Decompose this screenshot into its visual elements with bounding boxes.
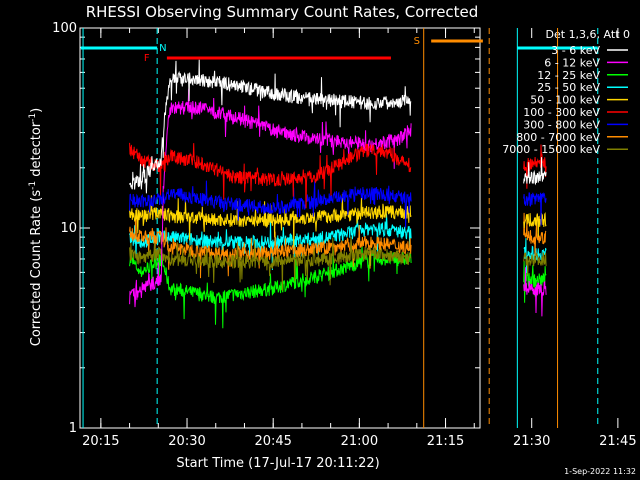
series-line <box>523 212 547 256</box>
series-line <box>129 180 412 228</box>
series-line <box>523 252 547 276</box>
y-tick-label: 1 <box>69 421 77 436</box>
series-line <box>129 214 412 279</box>
series-line <box>523 260 547 303</box>
series-line <box>129 142 412 209</box>
legend-label: 50 - 100 keV <box>530 94 600 107</box>
series-line <box>129 88 412 308</box>
series-line <box>129 213 412 271</box>
legend-label: 800 - 7000 keV <box>516 131 600 144</box>
y-axis-label: Corrected Count Rate (s-1 detector-1) <box>28 108 44 346</box>
series-line <box>129 59 412 194</box>
x-tick-label: 21:15 <box>427 434 464 449</box>
plot-frame <box>79 27 481 429</box>
timestamp: 1-Sep-2022 11:32 <box>564 467 636 476</box>
x-tick-label: 21:30 <box>513 434 550 449</box>
series-line <box>523 157 547 186</box>
legend-label: 300 - 800 keV <box>523 118 600 131</box>
x-tick-label: 20:30 <box>168 434 205 449</box>
legend-label: 6 - 12 keV <box>544 56 600 69</box>
flag-label-f: F <box>144 53 150 64</box>
series-line <box>523 267 547 317</box>
x-tick-label: 20:15 <box>82 434 119 449</box>
y-tick-label: 10 <box>60 221 77 236</box>
chart-plot-layer: 1 10 100 20:15 20:30 20:45 21:00 21:15 21:30 21:4… <box>52 21 636 449</box>
x-tick-label: 21:45 <box>599 434 636 449</box>
legend-label: 25 - 50 keV <box>537 81 600 94</box>
series-line <box>523 144 547 189</box>
series-line <box>523 192 547 226</box>
legend-label: 7000 - 15000 keV <box>502 143 600 156</box>
chart-title: RHESSI Observing Summary Count Rates, Co… <box>86 3 479 21</box>
series-line <box>129 193 412 248</box>
x-tick-label: 21:00 <box>341 434 378 449</box>
legend-label: 12 - 25 keV <box>537 69 600 82</box>
legend-label: 3 - 6 keV <box>551 44 600 57</box>
flag-label-s: S <box>414 36 420 47</box>
series-line <box>523 212 547 237</box>
flag-label-n: N <box>159 43 166 54</box>
series-line <box>129 236 412 291</box>
x-axis-label: Start Time (17-Jul-17 20:11:22) <box>176 456 379 471</box>
legend-header: Det 1,3,6, Att 0 <box>546 28 630 41</box>
x-tick-label: 20:45 <box>254 434 291 449</box>
legend-label: 100 - 300 keV <box>523 106 600 119</box>
y-tick-label: 100 <box>52 21 77 36</box>
